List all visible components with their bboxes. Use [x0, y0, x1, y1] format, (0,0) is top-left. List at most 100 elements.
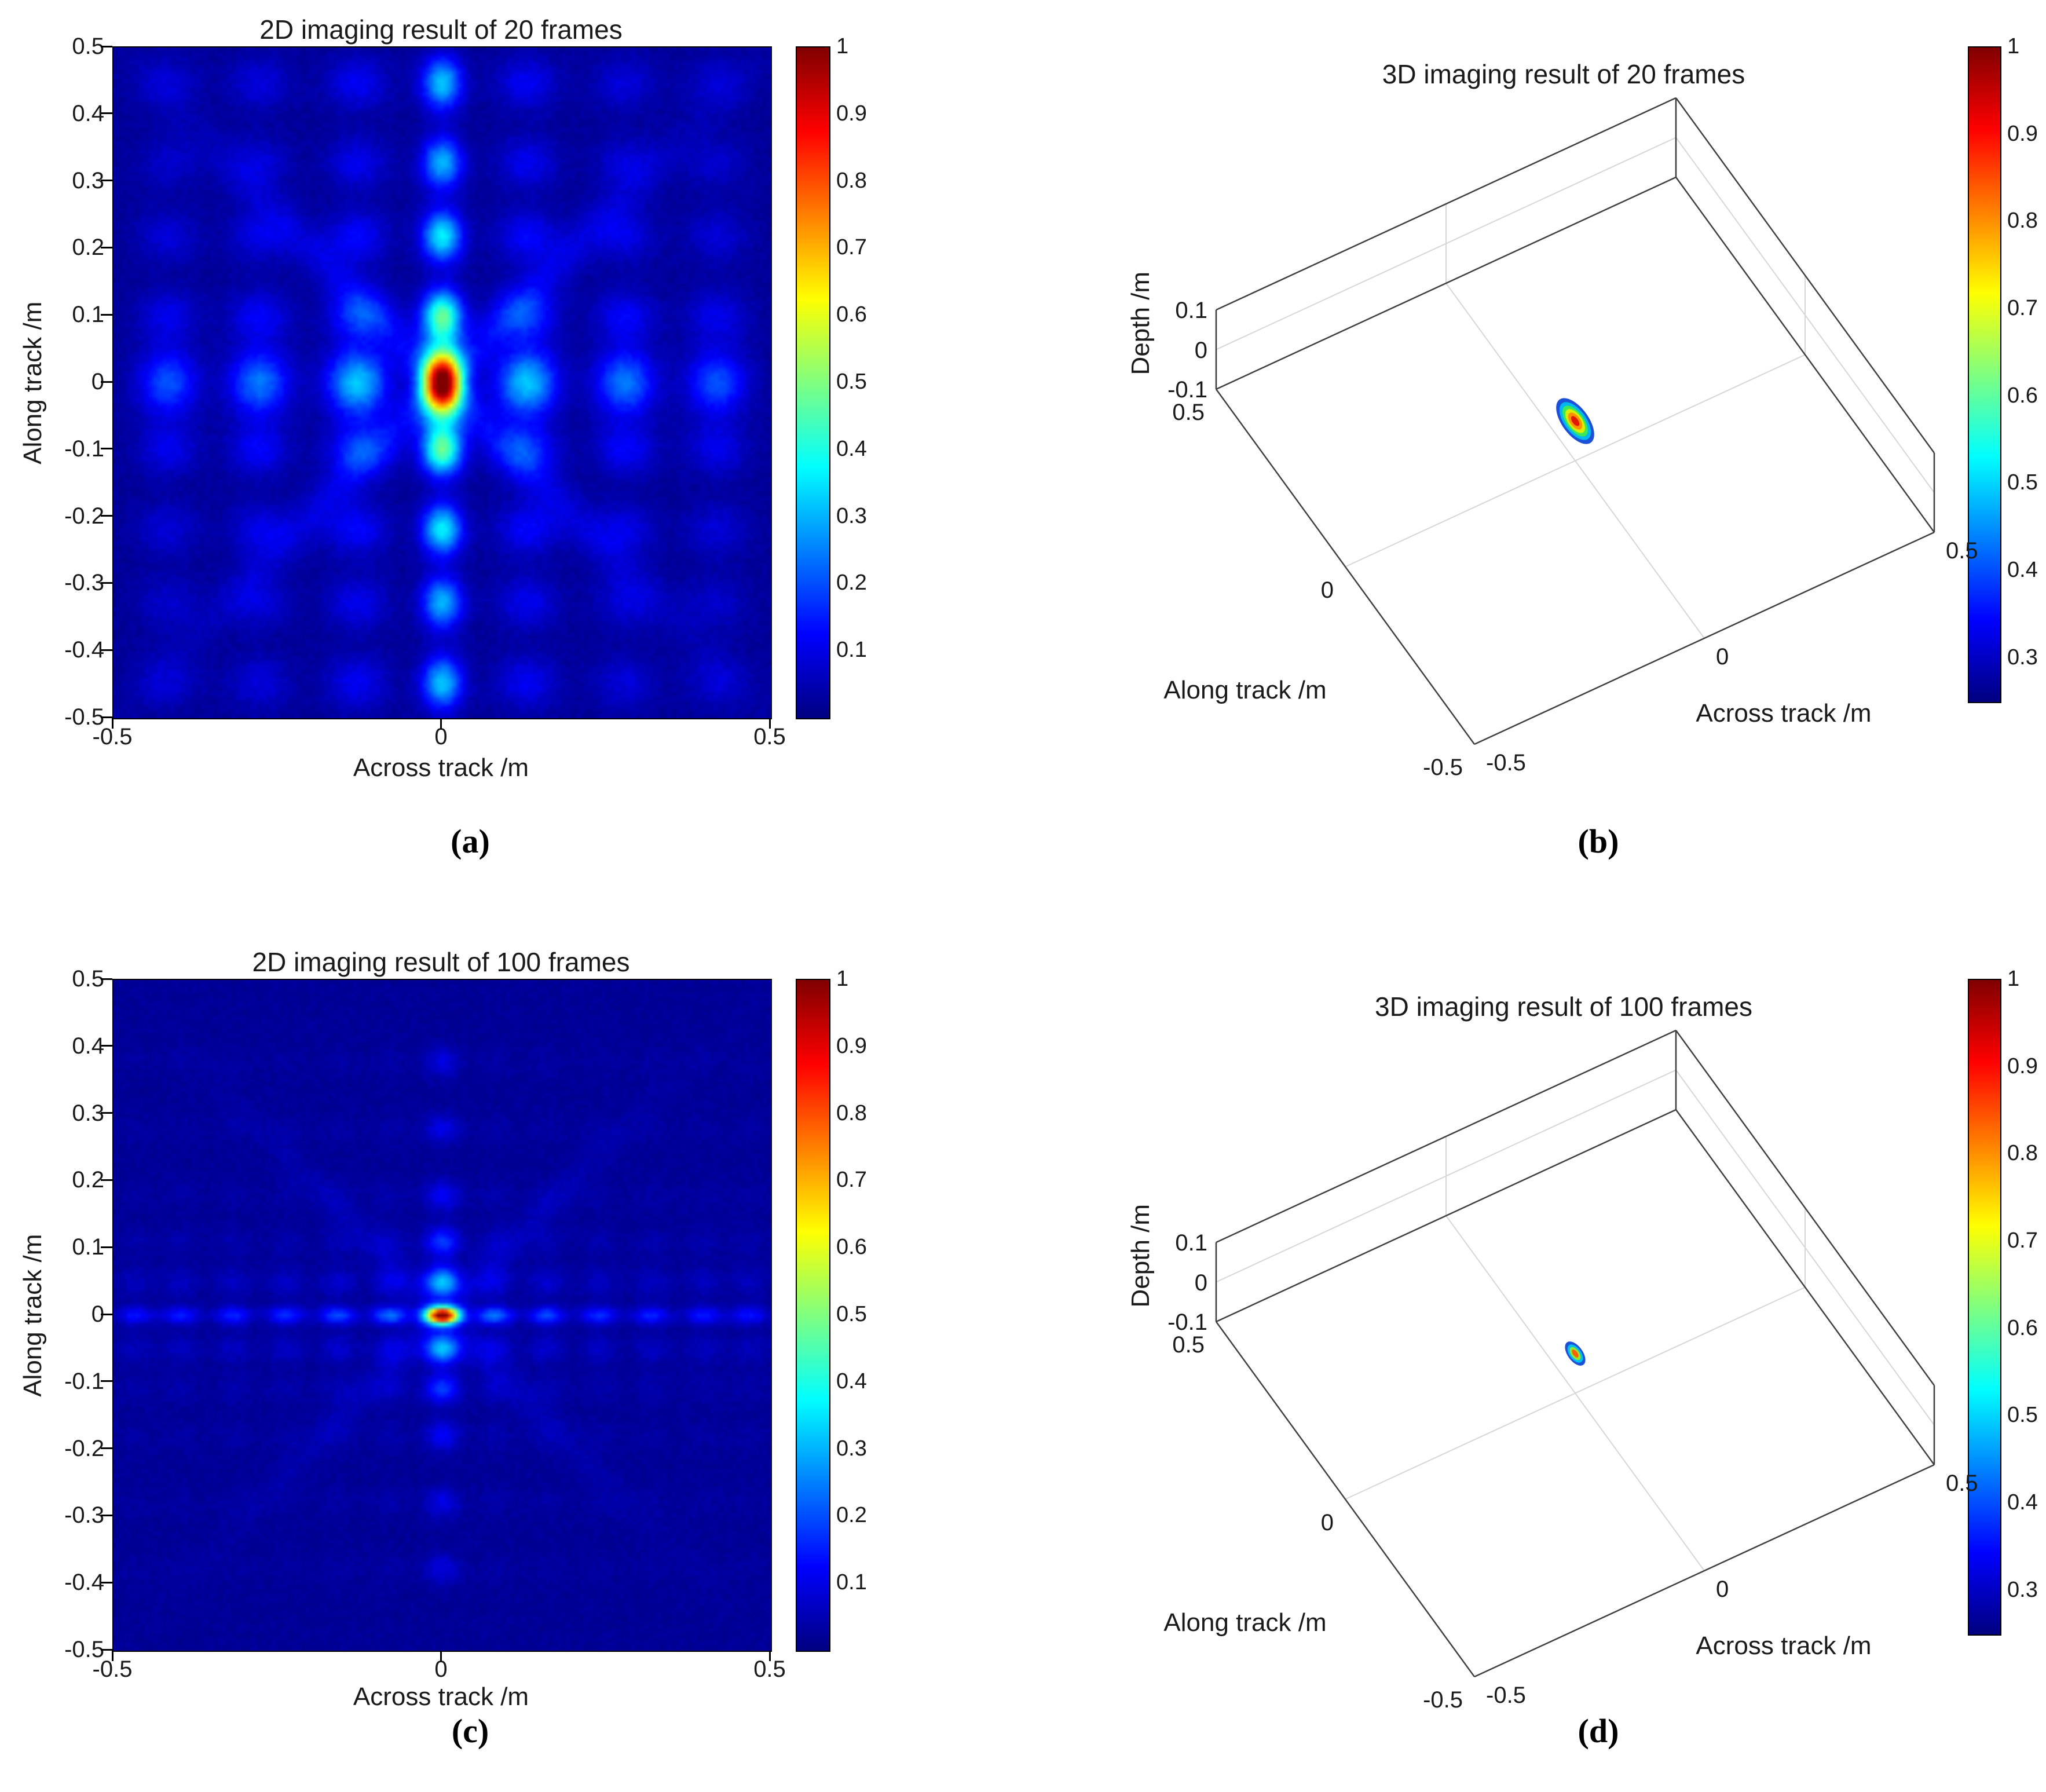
- panel-c-ytick-mark: [101, 1581, 112, 1583]
- panel-c-ytick-mark: [101, 1514, 112, 1516]
- target-blob-ring: [1572, 1350, 1579, 1358]
- box-edge: [1216, 1109, 1677, 1323]
- panel-b-colorbar-tick: 0.3: [2007, 645, 2038, 670]
- panel-c-ytick-mark: [101, 978, 112, 980]
- panel-a-xtick: 0: [434, 724, 448, 749]
- panel-a-xtick-mark: [111, 718, 114, 729]
- panel-d-along-label: Along track /m: [1163, 1608, 1327, 1637]
- panel-a-ytick-mark: [101, 180, 112, 182]
- wall-grid-line: [1216, 1069, 1677, 1283]
- panel-b-colorbar-tick: 1: [2007, 34, 2020, 58]
- panel-d-3d-plot: [1215, 1029, 1935, 1678]
- panel-a-colorbar-tick: 0.4: [836, 436, 867, 461]
- panel-b-colorbar: [1968, 46, 2001, 703]
- panel-b-across-tick: 0: [1716, 644, 1729, 670]
- panel-a-ytick: -0.2: [64, 503, 104, 529]
- panel-c-title: 2D imaging result of 100 frames: [252, 947, 630, 977]
- box-edge: [1216, 1029, 1677, 1244]
- panel-c-xtick: 0: [434, 1656, 448, 1682]
- panel-c-colorbar-tick: 0.8: [836, 1100, 867, 1125]
- floor-grid-line: [1445, 1215, 1705, 1571]
- box-edge: [1215, 1321, 1476, 1677]
- panel-b-colorbar-tick: 0.4: [2007, 558, 2038, 582]
- panel-a-ytick-mark: [101, 112, 112, 115]
- panel-b-across-label: Across track /m: [1696, 699, 1872, 727]
- panel-b-3d-plot: [1215, 97, 1935, 745]
- panel-d-across-tick: 0: [1716, 1577, 1729, 1602]
- box-edge: [1215, 389, 1476, 745]
- panel-a-title: 2D imaging result of 20 frames: [259, 14, 623, 45]
- panel-a-colorbar-tick: 0.6: [836, 302, 867, 327]
- panel-a-ytick-mark: [101, 448, 112, 450]
- panel-a-ytick-mark: [101, 649, 112, 651]
- panel-c-colorbar-tick: 0.3: [836, 1436, 867, 1461]
- panel-a-ytick-mark: [101, 313, 112, 316]
- panel-c-xtick-mark: [440, 1651, 442, 1661]
- box-edge: [1474, 1464, 1935, 1678]
- panel-c-xlabel: Across track /m: [353, 1683, 529, 1711]
- panel-c-ytick-mark: [101, 1045, 112, 1047]
- panel-a-colorbar-tick: 0.8: [836, 168, 867, 193]
- panel-d-colorbar-tick: 1: [2007, 967, 2020, 991]
- panel-a-ytick-mark: [101, 716, 112, 718]
- panel-d-colorbar-tick: 0.8: [2007, 1141, 2038, 1166]
- panel-c-xtick-mark: [768, 1651, 771, 1661]
- panel-a-ytick: 0.5: [72, 34, 104, 59]
- target-blob-ring: [1571, 416, 1580, 426]
- panel-c-ytick: -0.2: [64, 1435, 104, 1461]
- panel-d-colorbar-tick: 0.7: [2007, 1228, 2038, 1253]
- panel-a-ytick-mark: [101, 246, 112, 248]
- panel-b-along-tick: 0.5: [1172, 400, 1205, 425]
- panel-a-ytick-mark: [101, 381, 112, 383]
- panel-a-colorbar-tick: 0.2: [836, 570, 867, 595]
- panel-a-ytick: 0.3: [72, 167, 104, 193]
- panel-b-colorbar-tick: 0.6: [2007, 383, 2038, 408]
- panel-b-colorbar-tick: 0.5: [2007, 470, 2038, 495]
- panel-a-colorbar-tick: 0.3: [836, 503, 867, 528]
- panel-b-caption: (b): [1577, 822, 1619, 860]
- panel-d-along-tick: 0.5: [1172, 1332, 1205, 1358]
- panel-a-ytick: 0.2: [72, 235, 104, 261]
- panel-c-ytick: 0.3: [72, 1100, 104, 1126]
- panel-a-ytick: 0: [91, 369, 104, 394]
- panel-a-colorbar: [796, 46, 830, 719]
- panel-c-colorbar-tick: 1: [836, 967, 849, 991]
- panel-b-across-tick: -0.5: [1486, 750, 1526, 776]
- panel-a-xlabel: Across track /m: [353, 754, 529, 782]
- panel-d-along-tick: -0.5: [1423, 1687, 1463, 1713]
- panel-c-ytick-mark: [101, 1112, 112, 1114]
- panel-a-colorbar-tick: 0.1: [836, 638, 867, 663]
- panel-a-colorbar-tick: 1: [836, 34, 849, 58]
- panel-c-xtick-mark: [111, 1651, 114, 1661]
- panel-c-ytick-mark: [101, 1648, 112, 1651]
- panel-d-title: 3D imaging result of 100 frames: [1375, 992, 1752, 1022]
- box-edge: [1675, 1109, 1935, 1465]
- panel-a-colorbar-tick: 0.7: [836, 235, 867, 260]
- panel-d-colorbar-tick: 0.5: [2007, 1403, 2038, 1428]
- panel-b-along-tick: 0: [1320, 577, 1334, 603]
- panel-a-xtick-mark: [440, 718, 442, 729]
- panel-a-caption: (a): [451, 822, 490, 860]
- panel-c-ytick-mark: [101, 1380, 112, 1383]
- panel-d-across-label: Across track /m: [1696, 1632, 1872, 1660]
- panel-d-colorbar-tick: 0.9: [2007, 1054, 2038, 1078]
- panel-d-depth-tick: -0.1: [1167, 1310, 1207, 1335]
- panel-d-caption: (d): [1577, 1712, 1619, 1750]
- panel-c-ytick: -0.3: [64, 1502, 104, 1528]
- panel-d-depth-tick: 0.1: [1175, 1230, 1207, 1256]
- panel-c-ytick: -0.4: [64, 1570, 104, 1596]
- panel-d-along-tick: 0: [1320, 1509, 1334, 1535]
- box-edge: [1675, 97, 1935, 454]
- panel-c-colorbar: [796, 979, 830, 1652]
- panel-a-colorbar-tick: 0.5: [836, 370, 867, 394]
- panel-c-colorbar-tick: 0.9: [836, 1033, 867, 1058]
- panel-a-ytick-mark: [101, 582, 112, 584]
- panel-c-colorbar-tick: 0.2: [836, 1503, 867, 1528]
- panel-d-colorbar-tick: 0.4: [2007, 1490, 2038, 1515]
- panel-a-ytick-mark: [101, 515, 112, 517]
- panel-c-ytick-mark: [101, 1313, 112, 1315]
- panel-b-colorbar-tick: 0.9: [2007, 121, 2038, 146]
- panel-c-colorbar-tick: 0.6: [836, 1235, 867, 1260]
- panel-c-ytick-mark: [101, 1179, 112, 1181]
- panel-a-ytick-mark: [101, 45, 112, 47]
